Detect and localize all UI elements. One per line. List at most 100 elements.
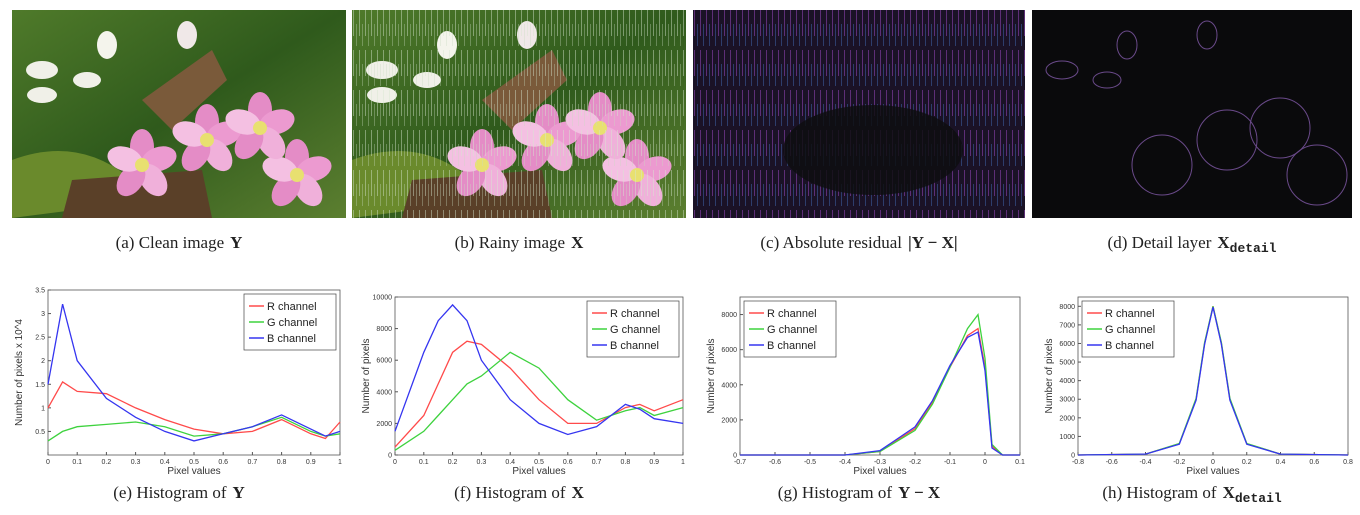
caption: (e) Histogram of Y bbox=[113, 483, 245, 502]
histogram: 0 0.1 0.2 0.3 0.4 0.5 0.6 0.7 0.8 0.9 1 0.5 1 1.5 2 2.5… bbox=[14, 288, 342, 503]
y-tick-label: 4000 bbox=[376, 389, 392, 396]
x-tick-label: 0.8 bbox=[621, 459, 631, 466]
y-tick-label: 0 bbox=[733, 453, 737, 460]
x-tick-label: 0.5 bbox=[189, 459, 199, 466]
x-tick-label: 0.6 bbox=[218, 459, 228, 466]
y-tick-label: 1.5 bbox=[35, 382, 45, 389]
x-tick-label: -0.3 bbox=[874, 459, 886, 466]
y-tick-label: 1 bbox=[41, 405, 45, 412]
legend-label: G channel bbox=[767, 324, 817, 336]
y-tick-label: 4000 bbox=[1059, 378, 1075, 385]
legend-label: B channel bbox=[610, 340, 659, 352]
x-tick-label: 0 bbox=[983, 459, 987, 466]
y-tick-label: 6000 bbox=[721, 347, 737, 354]
x-tick-label: 0.4 bbox=[160, 459, 170, 466]
y-tick-label: 0.5 bbox=[35, 429, 45, 436]
x-tick-label: -0.7 bbox=[734, 459, 746, 466]
caption-symbol: Y − X bbox=[898, 483, 941, 502]
x-axis-label: Pixel values bbox=[1186, 466, 1239, 477]
x-tick-label: -0.6 bbox=[769, 459, 781, 466]
legend-label: G channel bbox=[1105, 324, 1155, 336]
caption: (c) Absolute residual|Y − X| bbox=[760, 233, 957, 252]
y-tick-label: 8000 bbox=[376, 326, 392, 333]
x-tick-label: 1 bbox=[338, 459, 342, 466]
caption-text: (e) Histogram of bbox=[113, 483, 227, 502]
x-tick-label: 0.4 bbox=[1276, 459, 1286, 466]
legend-label: B channel bbox=[267, 333, 316, 345]
x-tick-label: 0.2 bbox=[448, 459, 458, 466]
x-tick-label: 0.8 bbox=[1343, 459, 1353, 466]
caption: (h) Histogram of Xdetail bbox=[1102, 483, 1282, 506]
x-tick-label: -0.6 bbox=[1106, 459, 1118, 466]
caption-symbol: X bbox=[1223, 483, 1236, 502]
x-tick-label: 0.2 bbox=[1242, 459, 1252, 466]
y-tick-label: 7000 bbox=[1059, 322, 1075, 329]
x-tick-label: -0.2 bbox=[1173, 459, 1185, 466]
y-tick-label: 2000 bbox=[376, 421, 392, 428]
legend-label: G channel bbox=[267, 317, 317, 329]
y-tick-label: 0 bbox=[388, 453, 392, 460]
y-tick-label: 1000 bbox=[1059, 434, 1075, 441]
y-axis-label: Number of pixels x 10^4 bbox=[14, 319, 25, 426]
x-tick-label: 0.9 bbox=[306, 459, 316, 466]
y-axis-label: Number of pixels bbox=[706, 338, 717, 413]
y-tick-label: 2000 bbox=[721, 417, 737, 424]
caption: (f) Histogram of X bbox=[454, 483, 584, 502]
x-tick-label: 0.6 bbox=[1309, 459, 1319, 466]
legend-label: B channel bbox=[767, 340, 816, 352]
x-tick-label: 0.3 bbox=[131, 459, 141, 466]
y-tick-label: 2 bbox=[41, 358, 45, 365]
x-tick-label: 0.2 bbox=[102, 459, 112, 466]
legend-label: R channel bbox=[1105, 308, 1155, 320]
caption-symbol: X bbox=[572, 483, 585, 502]
rainy-image bbox=[352, 10, 686, 218]
x-tick-label: 0 bbox=[393, 459, 397, 466]
y-tick-label: 3.5 bbox=[35, 288, 45, 295]
x-tick-label: -0.4 bbox=[839, 459, 851, 466]
legend-label: R channel bbox=[610, 308, 660, 320]
x-tick-label: -0.4 bbox=[1139, 459, 1151, 466]
residual-image bbox=[693, 10, 1025, 218]
caption-text: (g) Histogram of bbox=[778, 483, 893, 502]
x-tick-label: 0 bbox=[1211, 459, 1215, 466]
x-tick-label: 0.3 bbox=[477, 459, 487, 466]
x-axis-label: Pixel values bbox=[853, 466, 906, 477]
clean-image bbox=[12, 10, 346, 218]
y-tick-label: 8000 bbox=[1059, 304, 1075, 311]
x-tick-label: 0.1 bbox=[419, 459, 429, 466]
x-tick-label: -0.8 bbox=[1072, 459, 1084, 466]
y-axis-label: Number of pixels bbox=[361, 338, 372, 413]
legend-label: R channel bbox=[267, 301, 317, 313]
x-tick-label: 0.6 bbox=[563, 459, 573, 466]
x-tick-label: 0.9 bbox=[649, 459, 659, 466]
x-tick-label: 0.7 bbox=[248, 459, 258, 466]
y-tick-label: 5000 bbox=[1059, 360, 1075, 367]
y-tick-label: 4000 bbox=[721, 382, 737, 389]
figure: (a) Clean imageY (b) Rainy imageX (c) Ab… bbox=[0, 0, 1360, 515]
x-axis-label: Pixel values bbox=[512, 466, 565, 477]
y-tick-label: 6000 bbox=[1059, 341, 1075, 348]
y-tick-label: 2.5 bbox=[35, 335, 45, 342]
x-tick-label: 1 bbox=[681, 459, 685, 466]
caption-symbol: Y bbox=[233, 483, 245, 502]
y-tick-label: 10000 bbox=[373, 295, 393, 302]
x-tick-label: 0.8 bbox=[277, 459, 287, 466]
x-tick-label: 0 bbox=[46, 459, 50, 466]
x-axis-label: Pixel values bbox=[167, 466, 220, 477]
detail-image bbox=[1032, 10, 1352, 218]
caption-text: (f) Histogram of bbox=[454, 483, 566, 502]
caption-subscript: detail bbox=[1235, 491, 1282, 506]
y-tick-label: 8000 bbox=[721, 312, 737, 319]
caption-text: (h) Histogram of bbox=[1102, 483, 1217, 502]
y-tick-label: 3 bbox=[41, 311, 45, 318]
y-tick-label: 3000 bbox=[1059, 397, 1075, 404]
x-tick-label: 0.1 bbox=[72, 459, 82, 466]
x-tick-label: 0.1 bbox=[1015, 459, 1025, 466]
